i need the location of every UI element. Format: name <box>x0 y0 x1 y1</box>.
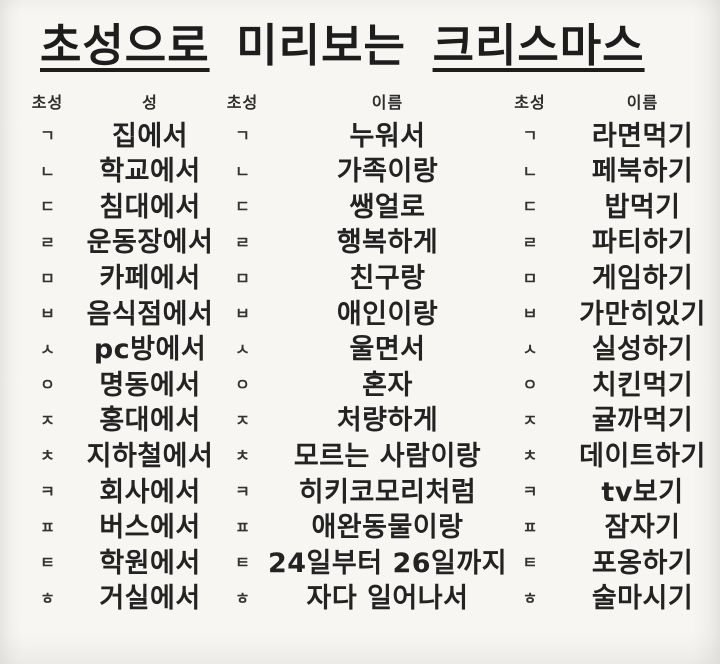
consonant-cell-activity: ㄱ <box>522 126 538 146</box>
consonant-cell-activity: ㅂ <box>522 304 538 324</box>
consonant-cell-place: ㄷ <box>40 197 55 217</box>
consonant-cell-middle: ㅇ <box>235 375 250 395</box>
place-cell: 침대에서 <box>99 191 201 223</box>
consonant-cell-place: ㄱ <box>40 126 55 146</box>
middle-name-cell: 쌩얼로 <box>349 191 426 223</box>
place-cell: 거실에서 <box>99 583 201 615</box>
place-cell: pc방에서 <box>93 334 207 366</box>
activity-cell: 술마시기 <box>591 583 694 615</box>
consonant-cell-place: ㅈ <box>40 410 55 430</box>
middle-name-cell: 애인이랑 <box>336 298 439 330</box>
activity-cell: tv보기 <box>601 476 684 508</box>
consonant-cell-place: ㅊ <box>40 446 55 466</box>
consonant-cell-middle: ㅅ <box>235 339 250 359</box>
activity-cell: 포옹하기 <box>591 547 694 579</box>
consonant-cell-middle: ㅈ <box>235 410 250 430</box>
place-cell: 음식점에서 <box>86 298 214 330</box>
consonant-cell-place: ㅍ <box>40 517 55 537</box>
title-word-chosung: 초성으로 <box>40 19 210 72</box>
activity-cell: 잠자기 <box>604 512 681 544</box>
consonant-cell-middle: ㄴ <box>235 161 250 181</box>
consonant-cell-middle: ㅎ <box>235 588 250 608</box>
consonant-cell-place: ㅂ <box>40 304 55 324</box>
place-cell: 학원에서 <box>99 547 201 579</box>
consonant-cell-middle: ㅋ <box>235 482 250 502</box>
consonant-cell-middle: ㄹ <box>235 232 250 252</box>
place-cell: 운동장에서 <box>86 227 214 259</box>
consonant-cell-middle: ㄷ <box>235 197 250 217</box>
middle-name-cell: 친구랑 <box>349 263 426 295</box>
consonant-cell-place: ㅇ <box>40 375 55 395</box>
consonant-cell-activity: ㅇ <box>522 375 538 395</box>
header-seong: 성 <box>142 92 158 112</box>
title-word-miriboneun: 미리보는 <box>236 19 406 72</box>
middle-name-cell: 혼자 <box>362 369 413 401</box>
activity-cell: 가만히있기 <box>579 298 706 330</box>
consonant-cell-place: ㅁ <box>40 268 55 288</box>
middle-name-cell: 처량하게 <box>336 405 439 437</box>
consonant-cell-place: ㄹ <box>40 232 55 252</box>
activity-cell: 게임하기 <box>591 263 694 295</box>
consonant-cell-place: ㅎ <box>40 588 55 608</box>
consonant-cell-activity: ㅋ <box>522 482 538 502</box>
activity-cell: 파티하기 <box>591 227 694 259</box>
consonant-cell-activity: ㅍ <box>522 517 538 537</box>
place-cell: 집에서 <box>111 120 189 152</box>
activity-cell: 치킨먹기 <box>591 369 694 401</box>
activity-cell: 라면먹기 <box>591 120 694 152</box>
activity-cell: 귤까먹기 <box>591 405 694 437</box>
place-cell: 지하철에서 <box>86 440 214 472</box>
place-cell: 홍대에서 <box>99 405 201 437</box>
header-chosung-3: 초성 <box>514 92 546 112</box>
consonant-cell-activity: ㄹ <box>522 232 538 252</box>
middle-name-cell: 행복하게 <box>336 227 439 259</box>
middle-name-cell: 누워서 <box>349 120 426 152</box>
middle-name-cell: 자다 일어나서 <box>306 583 469 615</box>
consonant-cell-middle: ㅊ <box>235 446 250 466</box>
consonant-cell-activity: ㅌ <box>522 553 538 573</box>
place-cell: 학교에서 <box>99 156 201 188</box>
consonant-cell-activity: ㅊ <box>522 446 538 466</box>
place-cell: 카페에서 <box>99 263 201 295</box>
header-ireum-1: 이름 <box>371 92 404 112</box>
middle-name-cell: 가족이랑 <box>336 156 439 188</box>
place-cell: 버스에서 <box>99 512 201 544</box>
consonant-cell-middle: ㅌ <box>235 553 250 573</box>
consonant-cell-middle: ㅍ <box>235 517 250 537</box>
middle-name-cell: 울면서 <box>349 334 426 366</box>
activity-cell: 데이트하기 <box>579 440 706 472</box>
consonant-cell-activity: ㅎ <box>522 588 538 608</box>
header-chosung-2: 초성 <box>226 92 259 112</box>
header-chosung-1: 초성 <box>31 92 64 112</box>
consonant-cell-activity: ㄴ <box>522 161 538 181</box>
consonant-cell-middle: ㅂ <box>235 304 250 324</box>
consonant-cell-activity: ㅁ <box>522 268 538 288</box>
middle-name-cell: 모르는 사람이랑 <box>293 440 482 472</box>
middle-name-cell: 애완동물이랑 <box>311 512 464 544</box>
activity-cell: 실성하기 <box>591 334 694 366</box>
place-cell: 회사에서 <box>99 476 201 508</box>
consonant-cell-middle: ㄱ <box>235 126 250 146</box>
header-ireum-2: 이름 <box>626 92 659 112</box>
middle-name-cell: 히키코모리처럼 <box>298 476 477 508</box>
consonant-cell-place: ㅋ <box>40 482 55 502</box>
consonant-cell-activity: ㅅ <box>522 339 538 359</box>
middle-name-cell: 24일부터 26일까지 <box>267 547 508 579</box>
consonant-cell-place: ㄴ <box>40 161 55 181</box>
consonant-cell-place: ㅌ <box>40 553 55 573</box>
consonant-cell-place: ㅅ <box>40 339 55 359</box>
consonant-cell-middle: ㅁ <box>235 268 250 288</box>
chosung-table: 초성 성 초성 이름 초성 이름 ㄱ 집에서 ㄱ 누워서 ㄱ 라면먹기 ㄴ 학교… <box>0 83 720 617</box>
place-cell: 명동에서 <box>99 369 201 401</box>
activity-cell: 페북하기 <box>591 156 694 188</box>
consonant-cell-activity: ㅈ <box>522 410 538 430</box>
title-word-christmas: 크리스마스 <box>432 19 645 72</box>
activity-cell: 밥먹기 <box>604 191 681 223</box>
page-title: 초성으로 미리보는 크리스마스 <box>0 16 720 77</box>
consonant-cell-activity: ㄷ <box>522 197 538 217</box>
